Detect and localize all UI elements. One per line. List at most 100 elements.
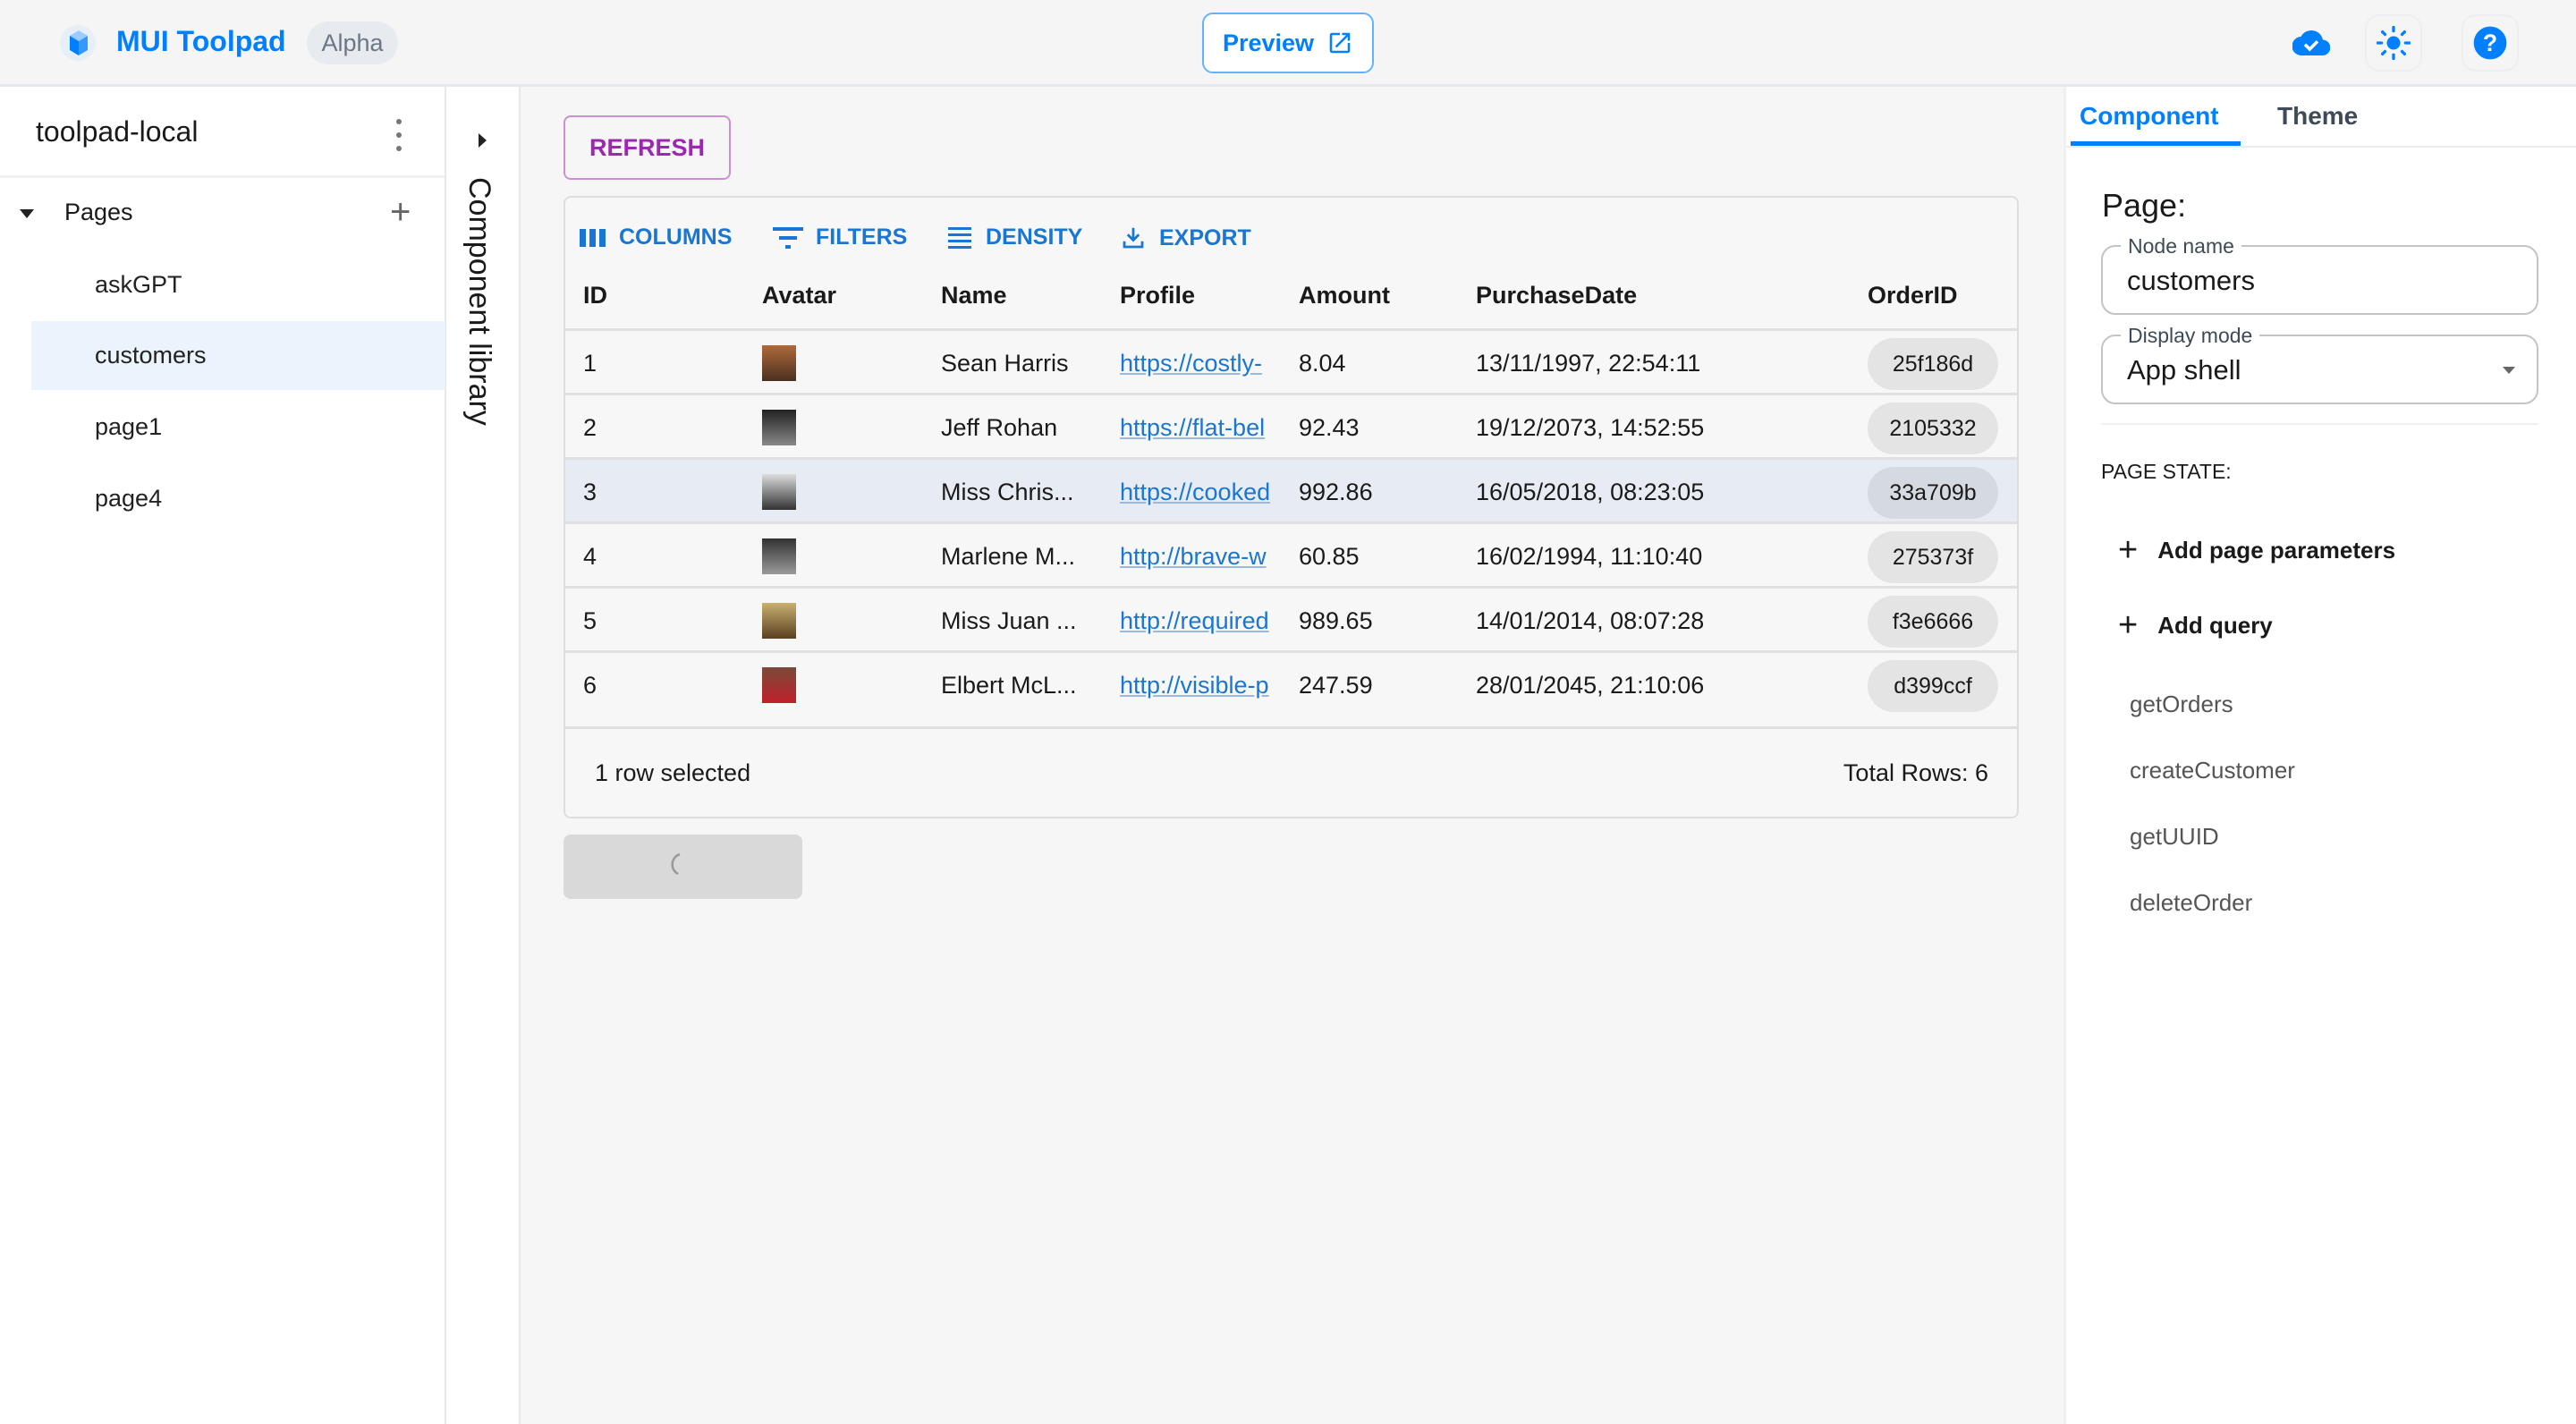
page-item-customers[interactable]: customers	[31, 321, 445, 390]
purchase-date-cell: 16/05/2018, 08:23:05	[1476, 479, 1705, 505]
tabs-divider	[2066, 146, 2576, 148]
query-item[interactable]: deleteOrder	[2130, 889, 2253, 916]
profile-link[interactable]: http://brave-w	[1120, 543, 1267, 570]
open-external-icon	[1329, 32, 1351, 54]
table-row[interactable]: 2 Jeff Rohan https://flat-bel 92.43 19/12/20…	[565, 393, 2017, 457]
query-item[interactable]: createCustomer	[2130, 757, 2295, 784]
add-query-button[interactable]: + Add query	[2118, 606, 2273, 645]
query-item[interactable]: getUUID	[2130, 823, 2219, 850]
table-row[interactable]: 6 Elbert McL... http://visible-p 247.59 28/0…	[565, 650, 2017, 715]
help-icon: ?	[2473, 26, 2507, 60]
amount-cell: 60.85	[1299, 543, 1360, 570]
plus-icon: +	[2118, 606, 2139, 644]
component-library-panel[interactable]: Component library	[446, 87, 521, 1424]
refresh-button[interactable]: REFRESH	[564, 115, 731, 180]
add-params-label: Add page parameters	[2157, 537, 2396, 564]
columns-button[interactable]: COLUMNS	[580, 225, 732, 250]
add-page-parameters-button[interactable]: + Add page parameters	[2118, 531, 2395, 570]
add-page-icon[interactable]: +	[390, 192, 411, 232]
more-vert-icon[interactable]	[394, 119, 404, 151]
order-id-chip: 33a709b	[1868, 467, 1998, 519]
name-cell: Miss Juan ...	[941, 607, 1077, 634]
purchase-date-cell: 13/11/1997, 22:54:11	[1476, 350, 1701, 377]
column-header-purchasedate[interactable]: PurchaseDate	[1476, 282, 1638, 309]
order-id-chip: d399ccf	[1868, 660, 1998, 712]
name-cell: Jeff Rohan	[941, 414, 1058, 441]
plus-icon: +	[2118, 531, 2139, 569]
app-header: MUI Toolpad Alpha Preview ?	[0, 0, 2576, 87]
filters-label: FILTERS	[816, 225, 908, 250]
id-cell: 6	[583, 672, 597, 699]
avatar	[762, 538, 796, 574]
page-item-page4[interactable]: page4	[95, 485, 163, 512]
table-row[interactable]: 1 Sean Harris https://costly- 8.04 13/11/199…	[565, 328, 2017, 393]
profile-link[interactable]: https://costly-	[1120, 350, 1263, 377]
columns-icon	[580, 228, 606, 247]
page-item-page1[interactable]: page1	[95, 413, 163, 440]
profile-link[interactable]: http://visible-p	[1120, 672, 1269, 699]
display-mode-select[interactable]: Display mode App shell	[2101, 324, 2538, 404]
component-library-label[interactable]: Component library	[462, 177, 496, 426]
column-header-name[interactable]: Name	[941, 282, 1007, 309]
id-cell: 2	[583, 414, 597, 441]
export-button[interactable]: EXPORT	[1120, 225, 1251, 251]
node-name-value[interactable]: customers	[2127, 265, 2255, 296]
avatar	[762, 474, 796, 510]
purchase-date-cell: 16/02/1994, 11:10:40	[1476, 543, 1703, 570]
data-grid: COLUMNS FILTERS DENSITY EXPORT ID Avatar N…	[564, 196, 2019, 818]
name-cell: Marlene M...	[941, 543, 1076, 570]
selected-count: 1 row selected	[595, 759, 751, 786]
column-header-avatar[interactable]: Avatar	[762, 282, 837, 309]
table-row[interactable]: 5 Miss Juan ... http://required 989.65 14/01…	[565, 586, 2017, 650]
purchase-date-cell: 19/12/2073, 14:52:55	[1476, 414, 1705, 441]
caret-down-icon[interactable]	[20, 209, 34, 218]
tab-component[interactable]: Component	[2080, 102, 2219, 130]
order-id-chip: f3e6666	[1868, 596, 1998, 648]
density-icon	[948, 226, 971, 249]
theme-toggle-button[interactable]	[2365, 14, 2422, 72]
amount-cell: 992.86	[1299, 479, 1373, 505]
profile-link[interactable]: https://flat-bel	[1120, 414, 1266, 441]
pages-section-label: Pages	[64, 199, 133, 225]
total-rows: Total Rows: 6	[1843, 759, 1988, 786]
column-header-profile[interactable]: Profile	[1120, 282, 1196, 309]
table-row[interactable]: 3 Miss Chris... https://cooked 992.86 16/05/…	[565, 457, 2017, 521]
density-button[interactable]: DENSITY	[948, 225, 1082, 250]
project-name: toolpad-local	[36, 115, 199, 148]
order-id-chip: 2105332	[1868, 403, 1998, 454]
footer-divider	[565, 726, 2017, 729]
table-row[interactable]: 4 Marlene M... http://brave-w 60.85 16/02/19…	[565, 521, 2017, 586]
export-label: EXPORT	[1159, 225, 1251, 250]
name-cell: Sean Harris	[941, 350, 1069, 377]
column-header-id[interactable]: ID	[583, 282, 607, 309]
column-header-amount[interactable]: Amount	[1299, 282, 1390, 309]
amount-cell: 247.59	[1299, 672, 1373, 699]
export-icon	[1123, 227, 1144, 249]
avatar	[762, 667, 796, 703]
preview-button[interactable]: Preview	[1202, 13, 1374, 73]
svg-text:?: ?	[2483, 30, 2497, 56]
column-header-orderid[interactable]: OrderID	[1868, 282, 1958, 309]
cloud-check-icon[interactable]	[2292, 29, 2330, 57]
profile-link[interactable]: https://cooked	[1120, 479, 1271, 505]
name-cell: Elbert McL...	[941, 672, 1077, 699]
node-name-field[interactable]: Node name customers	[2101, 234, 2538, 315]
amount-cell: 989.65	[1299, 607, 1373, 634]
tab-theme[interactable]: Theme	[2277, 102, 2359, 130]
query-item[interactable]: getOrders	[2130, 691, 2233, 717]
inspector-panel: Component Theme Page:	[2063, 87, 2576, 1424]
page-item-askgpt[interactable]: askGPT	[95, 271, 182, 298]
avatar	[762, 410, 796, 445]
toolpad-logo-icon	[60, 25, 96, 61]
profile-link[interactable]: http://required	[1120, 607, 1269, 634]
display-mode-label: Display mode	[2121, 324, 2260, 348]
purchase-date-cell: 14/01/2014, 08:07:28	[1476, 607, 1705, 634]
id-cell: 3	[583, 479, 597, 505]
id-cell: 1	[583, 350, 597, 377]
expand-arrow-icon[interactable]	[479, 133, 487, 148]
loading-button[interactable]	[564, 835, 802, 899]
help-button[interactable]: ?	[2462, 14, 2519, 72]
columns-label: COLUMNS	[619, 225, 733, 250]
filters-button[interactable]: FILTERS	[773, 225, 907, 250]
purchase-date-cell: 28/01/2045, 21:10:06	[1476, 672, 1705, 699]
